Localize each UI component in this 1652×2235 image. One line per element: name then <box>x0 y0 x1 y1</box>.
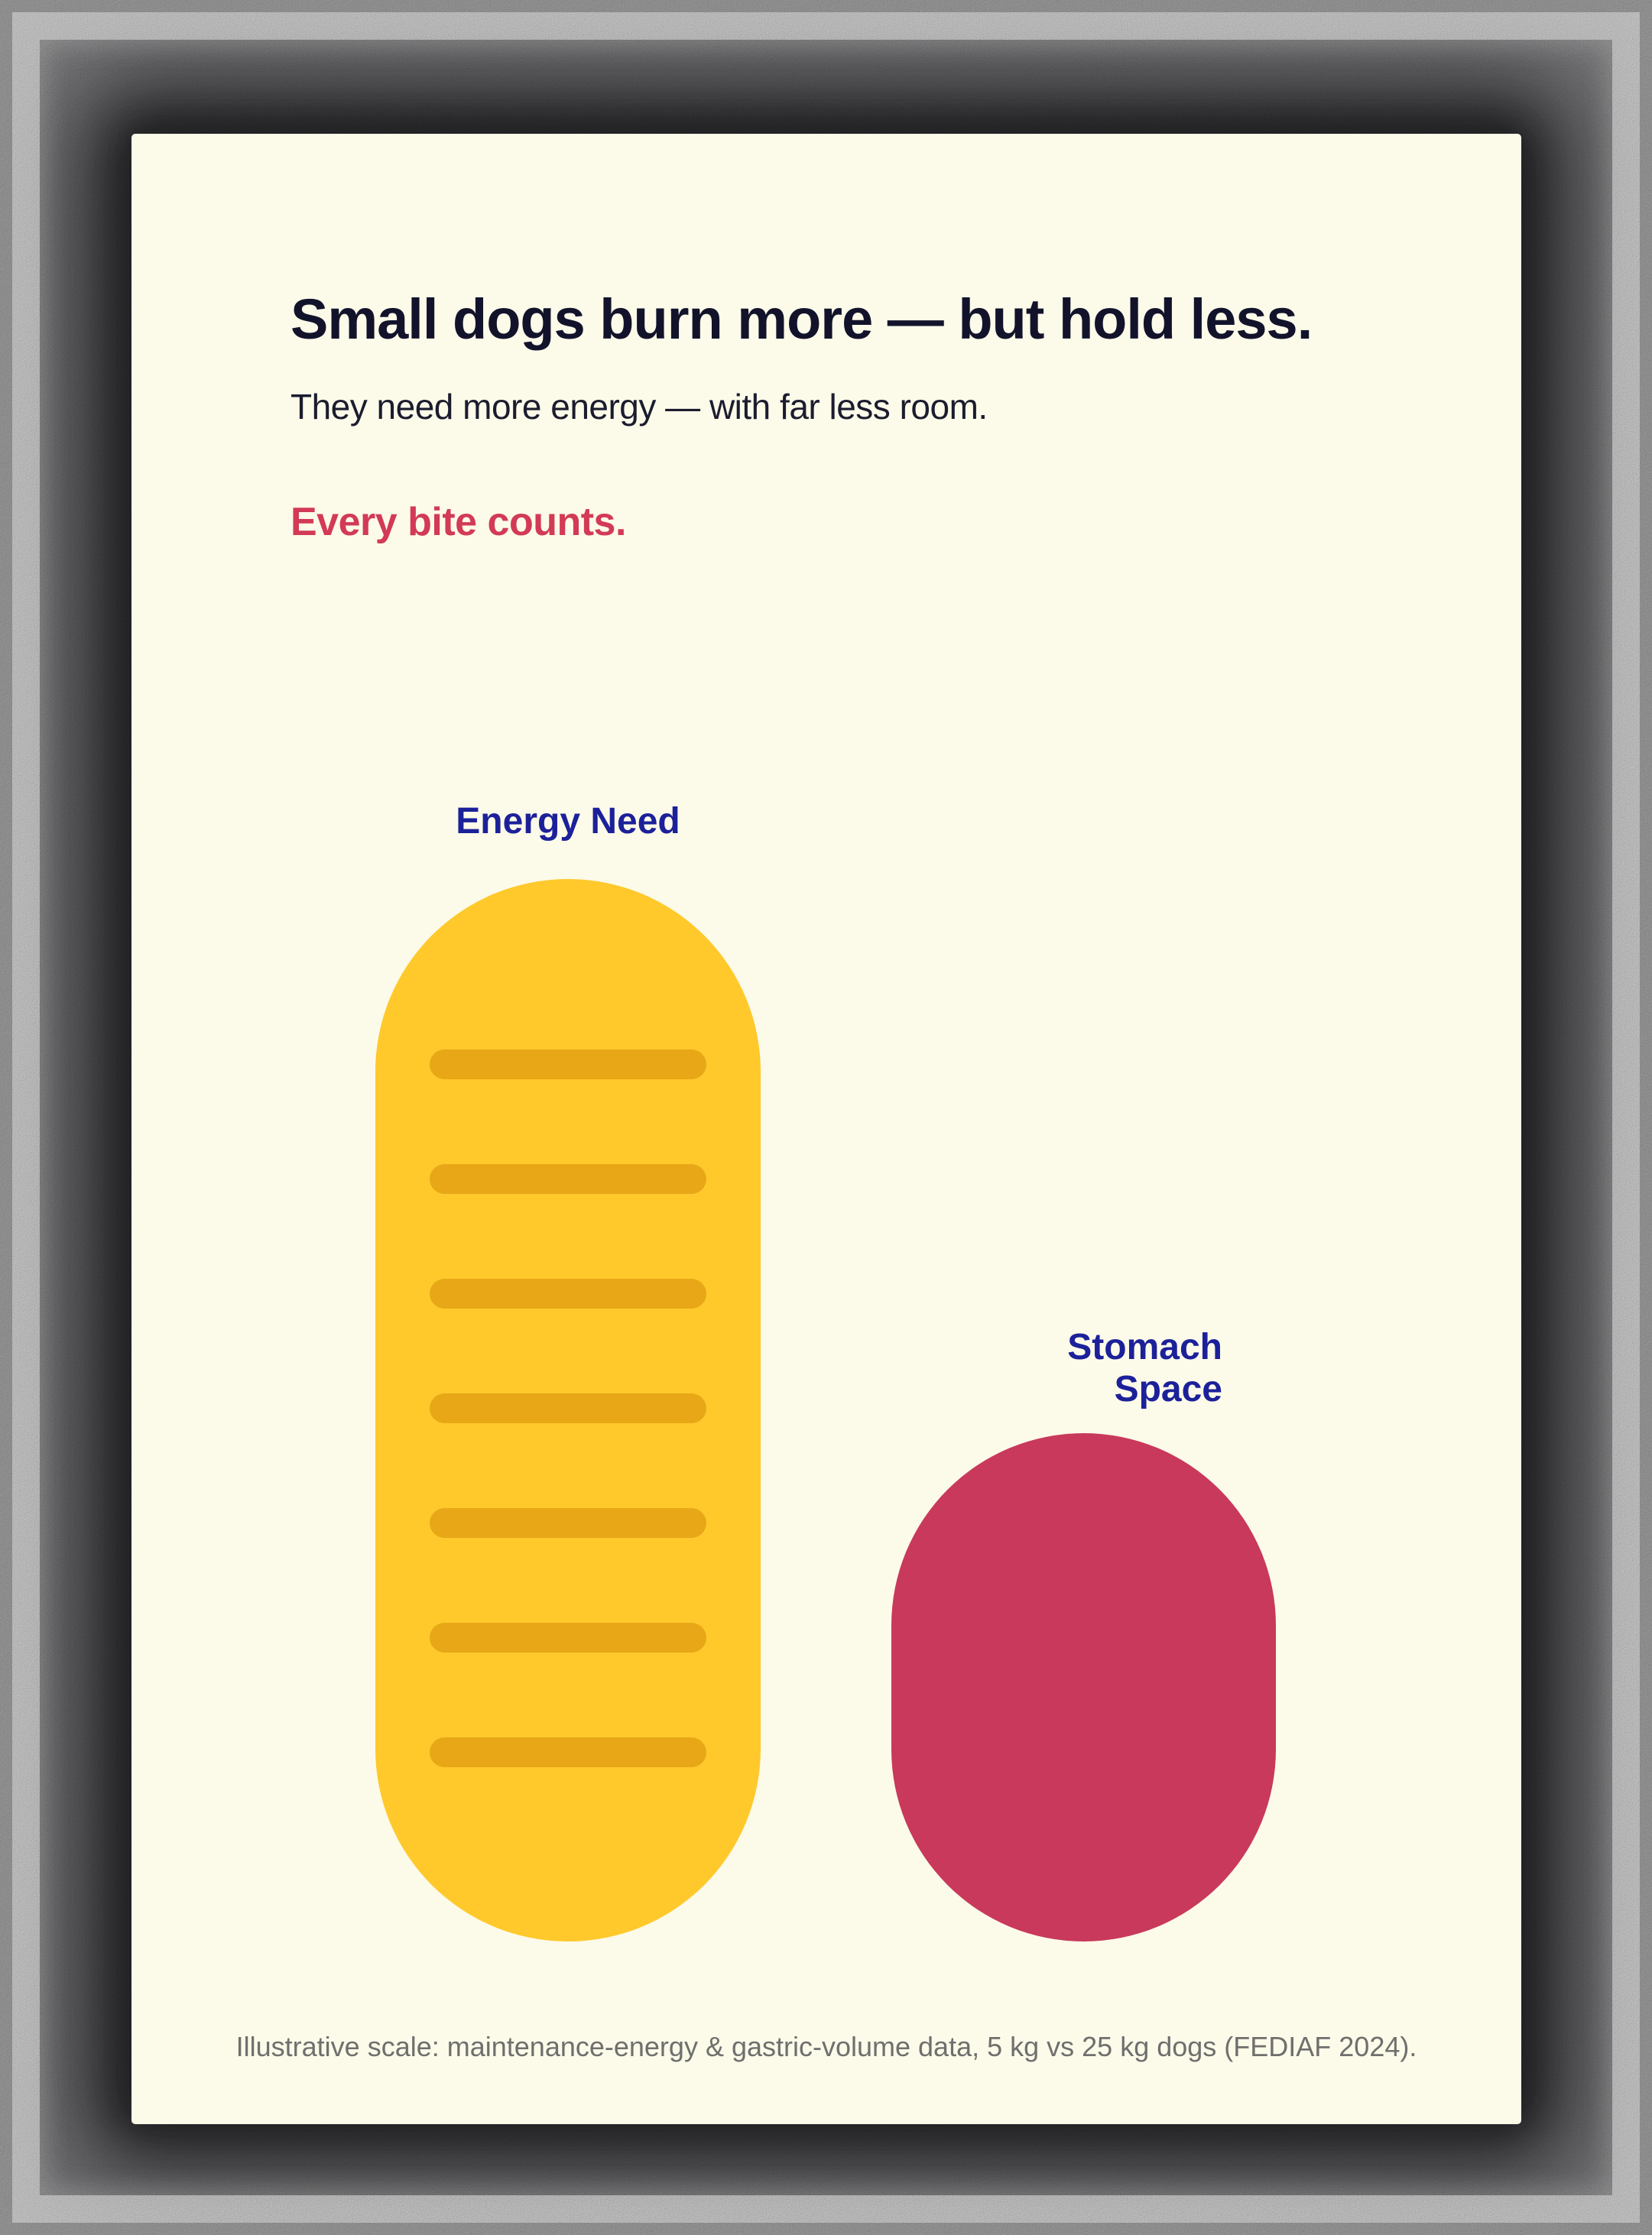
poster-tagline: Every bite counts. <box>290 500 626 544</box>
poster-subtitle: They need more energy — with far less ro… <box>290 387 988 427</box>
energy-bar-stripe <box>430 1393 706 1423</box>
stomach-bar <box>891 1433 1276 1941</box>
energy-bar <box>375 879 761 1941</box>
infographic-poster: Small dogs burn more — but hold less. Th… <box>131 134 1521 2124</box>
energy-bar-stripe <box>430 1164 706 1194</box>
energy-bar-stripe <box>430 1737 706 1767</box>
energy-bar-stripe <box>430 1049 706 1079</box>
energy-bar-stripe <box>430 1623 706 1653</box>
energy-need-label: Energy Need <box>456 801 680 842</box>
energy-bar-stripe <box>430 1279 706 1309</box>
energy-bar-stripe <box>430 1508 706 1538</box>
stomach-space-label: Stomach Space <box>1067 1327 1222 1410</box>
poster-title: Small dogs burn more — but hold less. <box>290 287 1313 351</box>
source-footnote: Illustrative scale: maintenance-energy &… <box>235 2031 1417 2062</box>
